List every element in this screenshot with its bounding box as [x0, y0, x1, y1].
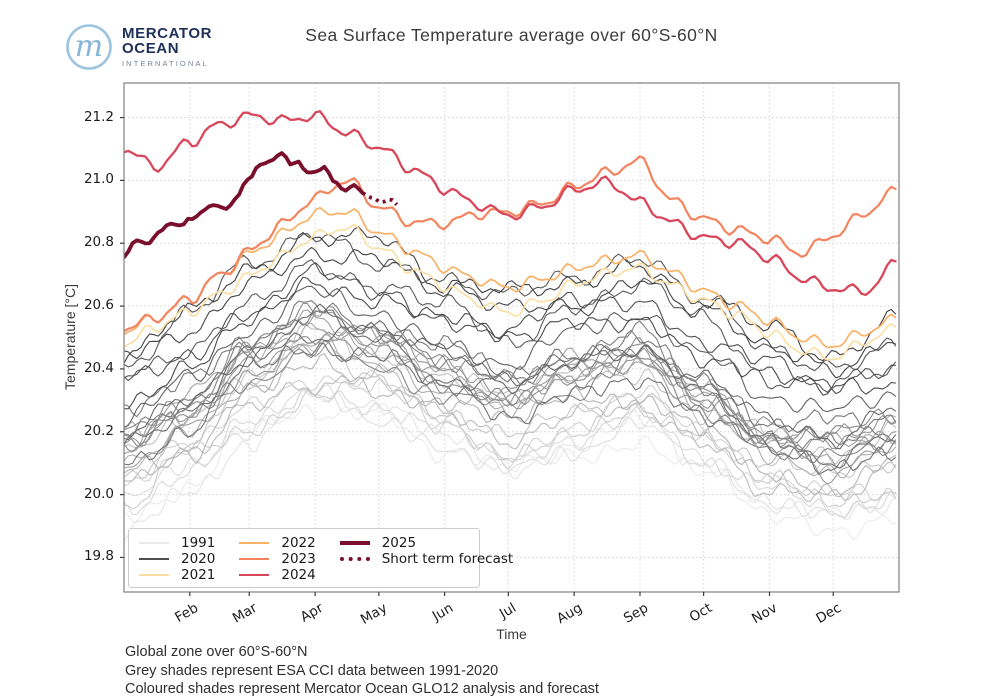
series-1994-line: [124, 387, 897, 519]
legend-swatch-2025-icon: [339, 541, 370, 546]
legend-swatch-2022-icon: [239, 542, 270, 544]
y-tick-20.0: 20.0: [83, 485, 114, 502]
y-tick-21.2: 21.2: [83, 108, 114, 125]
legend-swatch-short-term-forecast-icon: [339, 557, 370, 562]
series-lines: [124, 110, 897, 541]
series-2020-line: [124, 226, 897, 364]
series-2001-line: [124, 334, 897, 479]
legend-swatch-2023-icon: [239, 558, 270, 560]
series-2018-line: [124, 276, 897, 410]
legend-item-1991: 1991: [139, 535, 215, 551]
chart-footnotes: Global zone over 60°S-60°N Grey shades r…: [125, 643, 599, 699]
mercator-ocean-logo: m MERCATOR OCEAN INTERNATIONAL: [64, 22, 212, 72]
series-1999-line: [124, 362, 897, 502]
legend-label: 2025: [381, 535, 417, 552]
legend-swatch-1991-icon: [139, 542, 169, 544]
legend-swatch-2020-icon: [139, 558, 169, 560]
legend-label: 2023: [281, 551, 316, 567]
y-tick-20.8: 20.8: [83, 234, 114, 251]
legend-column: 2025 Short term forecast: [339, 535, 514, 581]
x-axis-label: Time: [496, 626, 527, 642]
legend-column: 1991 2020 2021: [139, 535, 215, 583]
series-1992-line: [124, 389, 897, 541]
series-2006-line: [124, 331, 897, 452]
series-2019-line: [124, 246, 897, 379]
legend-swatch-2021-icon: [139, 574, 169, 576]
series-2002-line: [124, 322, 897, 469]
legend-item-2023: 2023: [239, 551, 316, 567]
legend-item-2024: 2024: [239, 567, 316, 583]
legend-label: Short term forecast: [381, 551, 514, 568]
legend-label: 1991: [181, 535, 216, 551]
series-2007-line: [124, 302, 897, 444]
plot-border: [123, 82, 900, 593]
series-short-term-forecast-line: [361, 191, 399, 206]
logo-wordmark: MERCATOR OCEAN INTERNATIONAL: [122, 26, 212, 68]
legend-item-short-term-forecast: Short term forecast: [339, 551, 514, 568]
mercator-monogram-icon: m: [66, 24, 112, 70]
chart-legend: 1991 2020 2021 2022 2023 2024 2025 Short term f…: [128, 528, 513, 588]
series-2014-line: [124, 285, 897, 428]
legend-column: 2022 2023 2024: [239, 535, 316, 583]
legend-item-2022: 2022: [239, 535, 316, 551]
series-1996-line: [124, 377, 897, 510]
y-tick-20.6: 20.6: [83, 297, 114, 314]
legend-label: 2022: [281, 535, 316, 551]
tick-marks: [120, 116, 834, 596]
brand-line-2: OCEAN: [122, 40, 180, 57]
series-2023-line: [124, 155, 897, 333]
legend-item-2020: 2020: [139, 551, 215, 567]
legend-label: 2021: [181, 567, 216, 583]
chart-title: Sea Surface Temperature average over 60°…: [305, 25, 718, 45]
series-2012-line: [124, 325, 897, 469]
footnote-coloured-shades: Coloured shades represent Mercator Ocean…: [125, 681, 599, 697]
legend-label: 2020: [181, 551, 216, 567]
legend-item-2021: 2021: [139, 567, 215, 583]
series-2013-line: [124, 303, 897, 450]
y-tick-20.2: 20.2: [83, 422, 114, 439]
series-2021-line: [124, 223, 897, 361]
brand-line-1: MERCATOR: [122, 25, 213, 42]
legend-swatch-2024-icon: [239, 574, 270, 576]
y-tick-20.4: 20.4: [83, 359, 114, 376]
series-2022-line: [124, 206, 897, 349]
series-2011-line: [124, 342, 897, 475]
y-tick-21.0: 21.0: [83, 171, 114, 188]
svg-text:m: m: [75, 29, 103, 64]
series-2025-line: [124, 151, 365, 260]
series-2024-line: [124, 110, 897, 297]
series-2009-line: [124, 309, 897, 451]
legend-item-2025: 2025: [339, 535, 513, 552]
legend-label: 2024: [281, 567, 316, 583]
series-2015-line: [124, 259, 897, 393]
brand-line-3: INTERNATIONAL: [122, 59, 209, 68]
footnote-grey-shades: Grey shades represent ESA CCI data betwe…: [125, 662, 499, 679]
footnote-zone: Global zone over 60°S-60°N: [125, 644, 308, 660]
series-2017-line: [124, 262, 897, 395]
y-tick-19.8: 19.8: [83, 548, 114, 565]
series-1998-line: [124, 323, 897, 465]
